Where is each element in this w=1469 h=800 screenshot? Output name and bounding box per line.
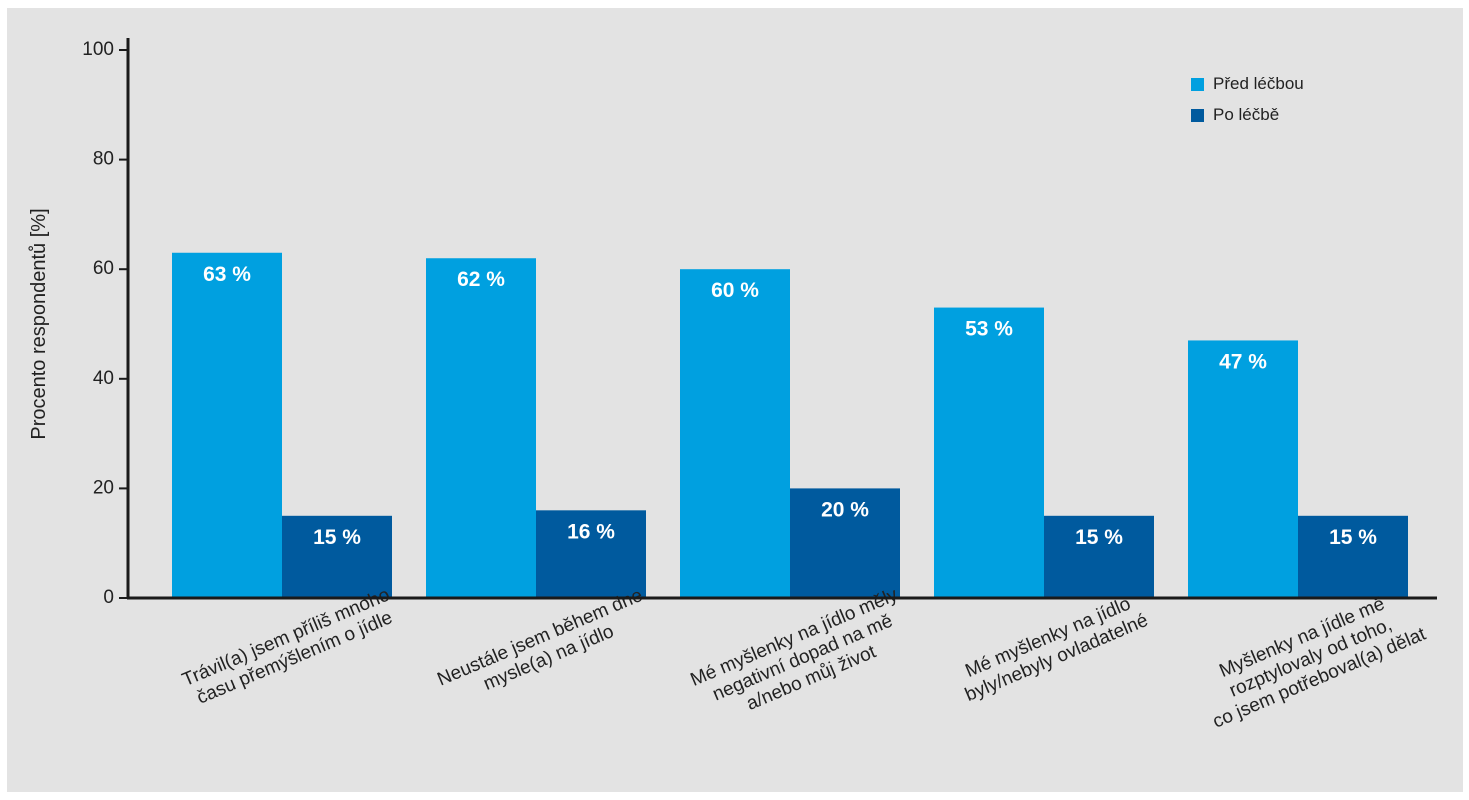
bar-before-2 [426,258,536,598]
bar-chart: 0 20 40 60 80 100 Procento respondentů [%] 63 %… [28,38,1437,733]
data-label-after-2: 16 % [567,520,615,543]
chart-panel: 0 20 40 60 80 100 Procento respondentů [%] 63 %… [7,8,1463,792]
data-label-before-3: 60 % [711,279,759,302]
bar-after-4 [1044,515,1154,598]
data-label-before-1: 63 % [203,263,251,286]
y-tick-label: 40 [93,368,114,389]
data-label-after-5: 15 % [1329,526,1377,549]
legend-swatch-after [1191,109,1204,122]
data-label-before-4: 53 % [965,318,1013,341]
bar-before-4 [934,307,1044,598]
data-label-before-5: 47 % [1219,350,1267,373]
y-tick-label: 60 [93,258,114,279]
bar-before-1 [172,252,282,598]
data-label-after-4: 15 % [1075,526,1123,549]
y-tick-label: 100 [82,39,114,60]
legend-label-before: Před léčbou [1213,74,1304,93]
legend-label-after: Po léčbě [1213,105,1279,124]
data-label-after-3: 20 % [821,498,869,521]
bar-before-3 [680,269,790,598]
bar-after-1 [282,515,392,598]
legend-swatch-before [1191,78,1204,91]
y-axis-title: Procento respondentů [%] [28,208,50,439]
bar-before-5 [1188,340,1298,598]
data-label-before-2: 62 % [457,268,505,291]
y-tick-label: 20 [93,477,114,498]
y-tick-label: 80 [93,149,114,170]
bar-after-2 [536,510,646,598]
bar-after-5 [1298,515,1408,598]
bar-after-3 [790,488,900,598]
data-label-after-1: 15 % [313,526,361,549]
y-tick-label: 0 [103,587,114,608]
